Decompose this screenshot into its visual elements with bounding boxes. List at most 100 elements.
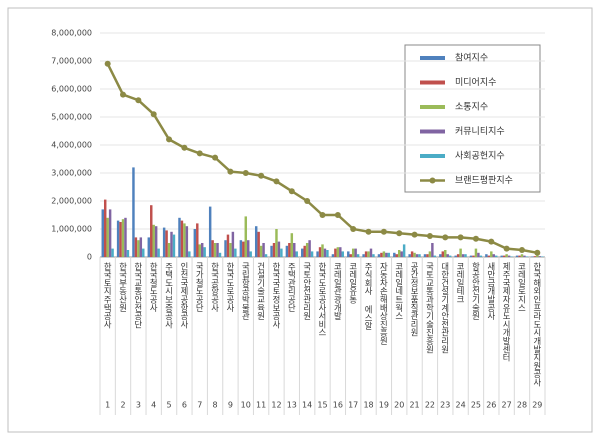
bar <box>494 255 498 257</box>
bar <box>229 243 232 257</box>
bar <box>472 255 475 257</box>
line-marker <box>380 228 387 235</box>
bar <box>106 217 109 257</box>
category-number: 19 <box>379 401 389 410</box>
x-tick-label: 코레일테크 <box>456 262 466 304</box>
category-number: 28 <box>517 401 527 410</box>
bar <box>369 248 373 257</box>
category-number: 21 <box>409 401 419 410</box>
bar <box>162 227 166 257</box>
bar <box>428 251 432 257</box>
bar <box>415 254 419 257</box>
line-marker <box>350 226 357 232</box>
bar <box>533 256 537 257</box>
bar <box>208 206 212 257</box>
bar <box>259 245 263 257</box>
bar <box>316 251 319 257</box>
bar <box>336 247 340 257</box>
bar <box>132 167 135 257</box>
bar <box>178 217 181 257</box>
bar <box>196 223 199 257</box>
line-marker <box>150 111 157 118</box>
legend-box <box>404 44 541 193</box>
bar <box>244 216 248 257</box>
bar <box>157 248 160 257</box>
bar <box>216 243 219 257</box>
bar <box>285 245 289 257</box>
category-number: 12 <box>271 401 281 410</box>
bar <box>474 248 478 257</box>
legend-swatch <box>420 129 445 134</box>
bar <box>154 226 158 257</box>
bar <box>444 250 447 257</box>
bar <box>431 243 434 257</box>
bar <box>226 234 230 257</box>
bar <box>433 255 437 257</box>
y-tick-label: 1,000,000 <box>51 225 92 234</box>
x-tick-label: 주택관리공단 <box>287 262 297 312</box>
bar <box>408 254 411 257</box>
x-tick-label: 자동차손해배상진흥원 <box>379 262 389 345</box>
bar <box>538 256 542 257</box>
line-marker <box>304 198 311 204</box>
x-tick-label: 인천국제공항공사 <box>179 261 189 329</box>
line-marker <box>258 172 265 179</box>
bar <box>531 256 534 257</box>
line-marker <box>457 234 464 241</box>
bar <box>234 248 237 257</box>
bar <box>139 237 143 257</box>
line-marker <box>411 231 418 238</box>
legend-label: 사회공헌지수 <box>455 151 505 162</box>
bar <box>464 254 467 257</box>
bar <box>152 224 155 257</box>
bar <box>492 254 495 257</box>
bar <box>461 254 465 257</box>
bar <box>239 240 243 257</box>
category-number: 24 <box>456 401 466 410</box>
bar <box>188 251 191 257</box>
category-number: 14 <box>302 401 312 410</box>
bar <box>224 240 227 257</box>
category-number: 22 <box>425 401 435 410</box>
bar <box>295 251 298 257</box>
bar <box>372 254 375 257</box>
bar <box>119 222 122 257</box>
bar <box>387 252 391 257</box>
x-tick-label: 한국교통안전공단 <box>133 262 143 328</box>
bar <box>334 248 337 257</box>
x-tick-label: 한국토지주택공사 <box>103 262 113 329</box>
bar <box>242 241 245 257</box>
bar <box>354 248 357 257</box>
bar <box>485 254 488 257</box>
bar <box>293 243 296 257</box>
bar <box>126 250 130 257</box>
bar <box>183 223 186 257</box>
bar <box>469 255 473 257</box>
bar <box>523 255 526 257</box>
x-tick-label: 한국국토정보공사 <box>271 262 281 329</box>
x-tick-label: 주식회사 에스알 <box>364 262 374 330</box>
line-marker <box>319 212 326 218</box>
bar <box>351 248 355 257</box>
line-marker <box>242 170 249 176</box>
bar <box>341 251 344 257</box>
bar <box>142 248 145 257</box>
category-number: 17 <box>348 401 358 410</box>
y-tick-label: 2,000,000 <box>51 197 92 206</box>
bar <box>257 231 260 257</box>
category-number: 10 <box>241 401 251 410</box>
bar <box>347 251 350 257</box>
line-marker <box>518 247 525 253</box>
category-number: 15 <box>317 401 327 410</box>
line-marker <box>135 97 142 104</box>
legend-swatch <box>420 154 445 158</box>
y-tick-label: 0 <box>87 253 92 262</box>
x-tick-label: 코레일로지스 <box>517 262 527 312</box>
bar <box>439 254 442 257</box>
x-tick-label: 한국부동산원 <box>118 262 128 312</box>
line-marker <box>288 188 295 195</box>
category-number: 5 <box>167 401 172 410</box>
y-tick-label: 5,000,000 <box>51 113 92 122</box>
category-number: 23 <box>440 401 450 410</box>
y-tick-label: 4,000,000 <box>51 141 92 150</box>
